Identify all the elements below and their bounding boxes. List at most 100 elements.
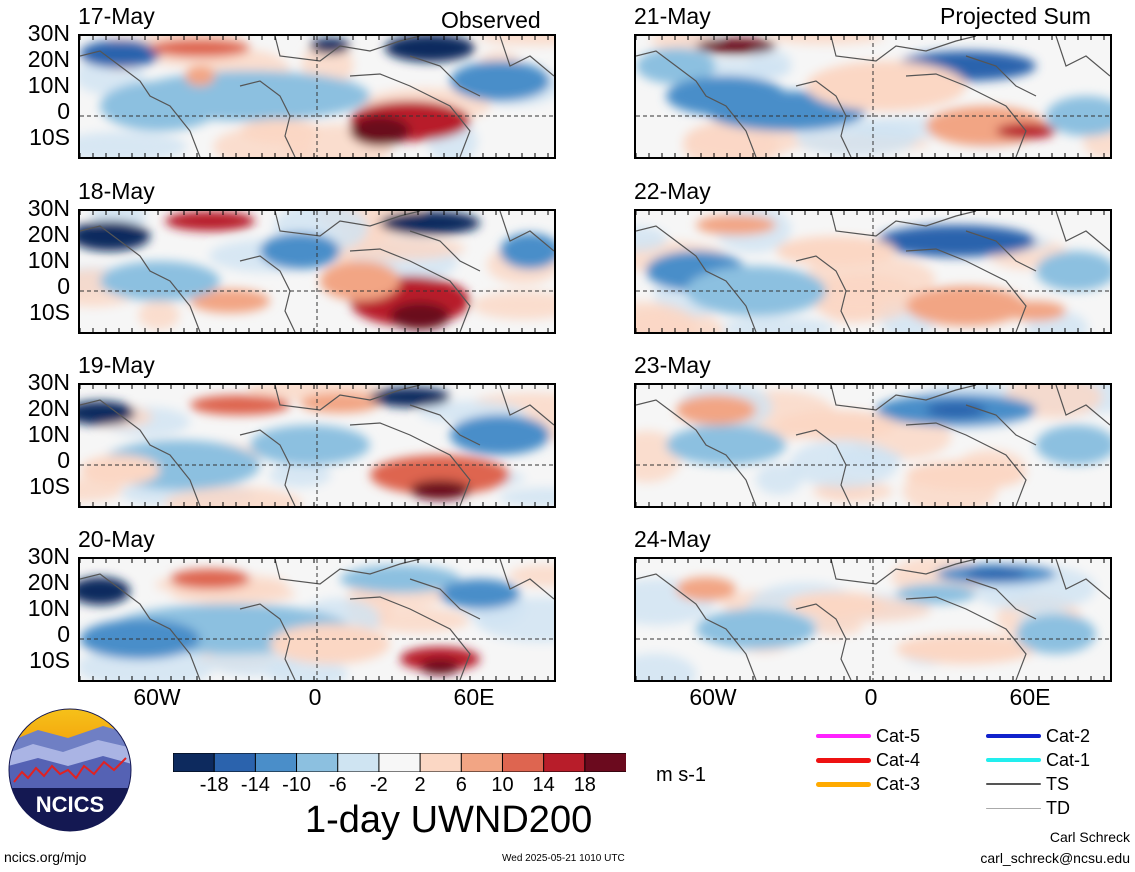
footer-email[interactable]: carl_schreck@ncsu.edu	[980, 850, 1130, 866]
lat-label-row3-0: 30N	[27, 369, 70, 395]
legend-label-cat-4: Cat-4	[876, 750, 921, 770]
map-field	[636, 385, 1110, 506]
legend-line-td	[986, 807, 1041, 809]
lat-label-row4-1: 20N	[27, 569, 70, 595]
observed-header: Observed	[441, 7, 541, 33]
legend-label-cat-1: Cat-1	[1046, 750, 1091, 770]
map-field	[636, 211, 1110, 332]
panel-date-obs-2: 18-May	[78, 178, 155, 204]
lon-label-left-0: 0	[308, 684, 322, 710]
colorbar-tick-label: 14	[532, 774, 555, 796]
colorbar	[172, 752, 627, 773]
colorbar-tick-label: 10	[491, 774, 514, 796]
colorbar-tick-label: 18	[573, 774, 596, 796]
colorbar-tick-label: 2	[414, 774, 426, 796]
lat-label-row2-3: 0	[57, 273, 70, 299]
lat-label-row1-0: 30N	[27, 20, 70, 46]
colorbar-swatch	[172, 752, 216, 773]
panel-date-proj-4: 24-May	[634, 526, 711, 552]
colorbar-swatch	[378, 752, 422, 773]
lat-label-row3-2: 10N	[27, 421, 70, 447]
panel-date-proj-2: 22-May	[634, 178, 711, 204]
colorbar-swatch	[543, 752, 586, 773]
legend-label-cat-5: Cat-5	[876, 726, 921, 746]
legend-line-cat-5	[816, 734, 871, 738]
map-field	[80, 559, 554, 680]
colorbar-swatch	[213, 752, 257, 773]
lat-label-row3-4: 10S	[29, 473, 70, 499]
legend-label-td: TD	[1046, 798, 1070, 818]
panel-date-proj-1: 21-May	[634, 3, 711, 29]
lon-label-left-60w: 60W	[133, 684, 181, 710]
lon-label-right-60e: 60E	[1009, 684, 1051, 710]
footer-timestamp: Wed 2025-05-21 1010 UTC	[502, 853, 625, 864]
legend-label-cat-3: Cat-3	[876, 774, 921, 794]
legend-label-ts: TS	[1046, 774, 1070, 794]
colorbar-tick-label: -18	[199, 774, 229, 796]
lat-label-row2-1: 20N	[27, 221, 70, 247]
colorbar-swatch	[460, 752, 504, 773]
legend-line-cat-4	[816, 757, 871, 763]
panel-date-obs-3: 19-May	[78, 352, 155, 378]
map-panel-proj-4	[634, 557, 1112, 682]
chart-title: 1-day UWND200	[305, 799, 593, 841]
map-field	[80, 36, 554, 157]
footer-author: Carl Schreck	[1049, 829, 1130, 845]
coastline	[80, 211, 554, 332]
lat-label-row4-3: 0	[57, 621, 70, 647]
panel-date-obs-4: 20-May	[78, 526, 155, 552]
legend-line-cat-3	[816, 781, 871, 787]
colorbar-swatch	[584, 752, 627, 773]
ncics-logo: NCICS	[8, 708, 132, 832]
lat-label-row1-1: 20N	[27, 46, 70, 72]
map-field	[80, 211, 554, 332]
map-field	[80, 385, 554, 506]
logo-text: NCICS	[36, 792, 104, 817]
coastline	[80, 559, 554, 680]
colorbar-swatch	[419, 752, 463, 773]
colorbar-swatch	[501, 752, 545, 773]
map-panel-obs-2	[78, 209, 556, 334]
lon-label-left-60e: 60E	[453, 684, 495, 710]
colorbar-swatch	[254, 752, 298, 773]
colorbar-swatch	[337, 752, 380, 773]
legend-label-cat-2: Cat-2	[1046, 726, 1091, 746]
colorbar-tick-label: -6	[328, 774, 347, 796]
lat-label-row1-2: 10N	[27, 72, 70, 98]
colorbar-tick-label: -14	[240, 774, 270, 796]
coastline	[636, 211, 1110, 332]
map-field	[636, 559, 1110, 680]
coastline	[636, 559, 1110, 680]
map-panel-proj-2	[634, 209, 1112, 334]
map-panel-obs-1	[78, 34, 556, 159]
lat-label-row4-4: 10S	[29, 647, 70, 673]
map-panel-proj-1	[634, 34, 1112, 159]
colorbar-tick-label: -2	[370, 774, 388, 796]
colorbar-unit: m s-1	[656, 764, 706, 786]
coastline	[636, 385, 1110, 506]
legend-line-cat-1	[986, 758, 1041, 762]
lon-label-right-60w: 60W	[689, 684, 737, 710]
legend-line-ts	[986, 783, 1041, 785]
lat-label-row2-2: 10N	[27, 247, 70, 273]
lat-label-row4-2: 10N	[27, 595, 70, 621]
map-field	[636, 36, 1110, 157]
lat-label-row4-0: 30N	[27, 543, 70, 569]
lat-label-row2-0: 30N	[27, 195, 70, 221]
footer-url[interactable]: ncics.org/mjo	[4, 849, 87, 865]
lat-label-row2-4: 10S	[29, 299, 70, 325]
coastline	[636, 36, 1110, 157]
map-panel-proj-3	[634, 383, 1112, 508]
lat-label-row3-3: 0	[57, 447, 70, 473]
lat-label-row3-1: 20N	[27, 395, 70, 421]
panel-date-proj-3: 23-May	[634, 352, 711, 378]
lat-label-row1-3: 0	[57, 98, 70, 124]
coastline	[80, 36, 554, 157]
coastline	[80, 385, 554, 506]
map-panel-obs-4	[78, 557, 556, 682]
lon-label-right-0: 0	[864, 684, 878, 710]
projected-header: Projected Sum	[940, 3, 1091, 29]
colorbar-swatch	[296, 752, 339, 773]
lat-label-row1-4: 10S	[29, 124, 70, 150]
legend-line-cat-2	[986, 734, 1041, 738]
